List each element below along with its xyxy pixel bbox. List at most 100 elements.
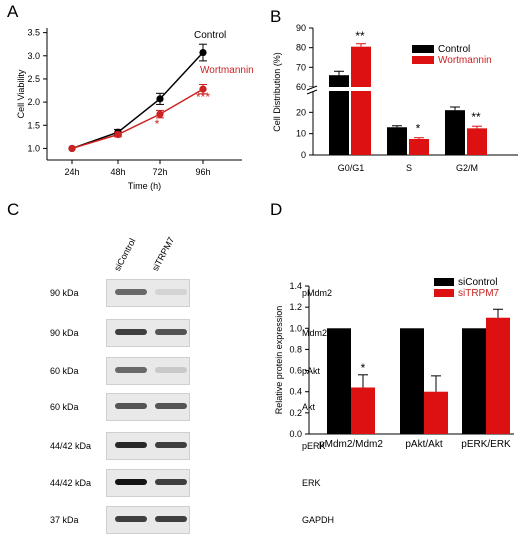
data-point: [156, 95, 164, 103]
blot-band: [155, 403, 187, 409]
y-tick-label: 3.0: [27, 51, 40, 61]
data-point: [156, 110, 164, 118]
blot-image: [106, 279, 190, 307]
blot-band: [115, 403, 147, 409]
blot-kda-label: 90 kDa: [50, 288, 79, 298]
chart-d-protein-expression: 0.0 0.2 0.4 0.6 0.8 1.0 1.2 1.4 Relative protein…: [274, 277, 514, 450]
annotation-star: *: [361, 361, 366, 375]
x-tick-label: pERK/ERK: [461, 439, 511, 450]
blot-band: [115, 289, 147, 295]
y-tick-label: 60: [296, 82, 306, 92]
x-tick-label: S: [406, 163, 412, 173]
bar: [467, 128, 487, 155]
x-tick-label: 48h: [110, 167, 125, 177]
series-label-control: Control: [194, 30, 226, 41]
blot-image: [106, 319, 190, 347]
annotation-star: **: [355, 29, 365, 43]
blot-row: 44/42 kDa ERK: [0, 469, 526, 497]
data-point: [68, 144, 76, 153]
blot-row: 90 kDa Mdm2: [0, 319, 526, 347]
y-tick-label: 20: [296, 107, 306, 117]
y-axis-title: Cell Viability: [16, 69, 26, 118]
blot-band: [155, 367, 187, 373]
y-tick-label: 1.5: [27, 120, 40, 130]
blot-protein-label: ERK: [302, 478, 321, 488]
blot-kda-label: 44/42 kDa: [50, 478, 92, 488]
blot-image: [106, 432, 190, 460]
blot-kda-label: 44/42 kDa: [50, 441, 92, 451]
legend-label-0: Control: [438, 44, 470, 55]
blot-band: [115, 442, 147, 448]
y-tick-label: 0.2: [289, 408, 302, 418]
panel-label-d: D: [270, 200, 283, 219]
blot-band: [155, 329, 187, 335]
y-tick-label: 0: [301, 150, 306, 160]
annotation-star: *: [410, 362, 415, 376]
y-tick-label: 2.5: [27, 74, 40, 84]
blot-protein-label: GAPDH: [302, 515, 335, 525]
blot-image: [106, 506, 190, 534]
y-tick-label: 3.5: [27, 28, 40, 38]
x-tick-label: G2/M: [456, 163, 478, 173]
bar: [327, 328, 351, 434]
bar: [351, 46, 371, 155]
legend-swatch-1: [434, 289, 454, 297]
blot-protein-label: Mdm2: [302, 328, 328, 338]
bar: [445, 110, 465, 155]
x-tick-label: 72h: [152, 167, 167, 177]
annotation-star: *: [155, 117, 160, 131]
panel-label-a: A: [7, 2, 19, 21]
series-line-1: [71, 88, 204, 150]
y-tick-label: 0.0: [289, 429, 302, 439]
blot-row: 44/42 kDa pERK: [0, 432, 526, 460]
panel-label-b: B: [270, 7, 282, 26]
blot-protein-label: pERK: [302, 441, 326, 451]
y-tick-label: 1.4: [289, 281, 302, 291]
panel-label-c: C: [7, 200, 20, 219]
annotation-star: **: [471, 110, 481, 124]
blot-band: [115, 479, 147, 485]
x-tick-label: pMdm2/Mdm2: [319, 439, 383, 450]
blot-band: [155, 516, 187, 522]
y-tick-label: 80: [296, 43, 306, 53]
blot-kda-label: 90 kDa: [50, 328, 79, 338]
blot-protein-label: pMdm2: [302, 288, 333, 298]
lane-label-sicontrol: siControl: [112, 236, 138, 273]
bar: [409, 139, 429, 155]
bar: [329, 75, 349, 155]
y-tick-label: 90: [296, 23, 306, 33]
x-tick-label: pAkt/Akt: [405, 439, 442, 450]
lane-label-sitrpm7: siTRPM7: [150, 235, 177, 273]
legend-label-1: siTRPM7: [458, 288, 500, 299]
bar: [462, 328, 486, 434]
blot-image: [106, 469, 190, 497]
x-tick-label: G0/G1: [338, 163, 365, 173]
chart-b-cell-distribution: 0 10 20 60 70 80 90 Cell Distribution (%) G0/G1 S…: [272, 23, 518, 173]
blot-kda-label: 60 kDa: [50, 366, 79, 376]
blot-row: 60 kDaAkt: [0, 393, 526, 421]
y-tick-label: 0.4: [289, 387, 302, 397]
axis-break-gap: [307, 87, 518, 91]
blot-band: [155, 442, 187, 448]
blot-band: [115, 516, 147, 522]
bar: [424, 391, 448, 434]
blot-band: [115, 367, 147, 373]
axis-break-mark: [306, 89, 318, 95]
x-tick-label: 24h: [64, 167, 79, 177]
blot-row: 60 kDa pAkt: [0, 357, 526, 385]
legend-label-0: siControl: [458, 277, 497, 288]
y-axis-title: Cell Distribution (%): [272, 52, 282, 132]
data-point: [199, 85, 207, 93]
series-label-wortmannin: Wortmannin: [200, 65, 254, 76]
blot-band: [155, 479, 187, 485]
annotation-star: *: [416, 122, 421, 136]
y-tick-label: 1.2: [289, 302, 302, 312]
y-tick-label: 0.8: [289, 344, 302, 354]
y-axis-title: Relative protein expression: [274, 306, 284, 415]
blot-row: 37 kDa GAPDH: [0, 506, 526, 534]
data-point: [114, 130, 122, 139]
annotation-star: ***: [196, 90, 210, 104]
legend-swatch-0: [412, 45, 434, 53]
bar: [400, 328, 424, 434]
